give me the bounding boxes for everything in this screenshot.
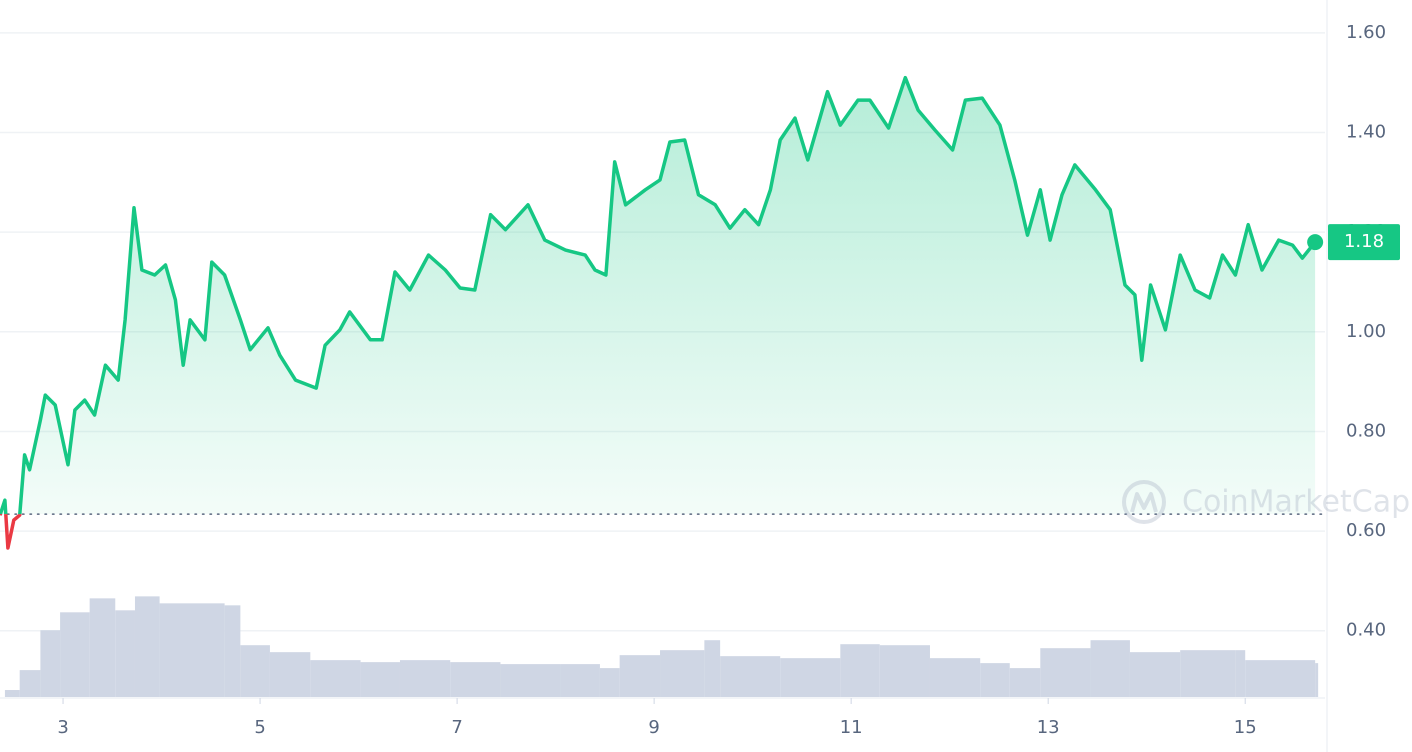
volume-bar [840, 644, 880, 697]
volume-bar [89, 598, 116, 697]
volume-bar [240, 645, 270, 697]
y-tick-label: 0.40 [1346, 620, 1386, 641]
y-tick-label: 0.80 [1346, 420, 1386, 441]
volume-bar [360, 662, 400, 697]
price-line [0, 75, 1317, 515]
volume-bar [1090, 640, 1130, 697]
volume-bar [879, 645, 930, 697]
x-tick-label: 15 [1234, 717, 1257, 738]
volume-bar [40, 630, 61, 697]
price-area [0, 77, 1316, 515]
volume-bar [159, 603, 200, 697]
volume-bar [660, 650, 705, 697]
volume-bar [1315, 663, 1319, 697]
volume-bar [4, 690, 20, 697]
y-tick-label: 1.60 [1346, 22, 1386, 43]
last-value-label: 1.18 [1344, 231, 1384, 252]
x-tick-label: 7 [451, 717, 462, 738]
x-tick-label: 3 [57, 717, 68, 738]
volume-bar [599, 668, 620, 697]
volume-bar [115, 610, 135, 697]
x-tick-label: 9 [648, 717, 659, 738]
volume-bar [399, 660, 451, 697]
volume-bar [1040, 648, 1091, 697]
volume-bar [704, 640, 721, 697]
last-value-box [1328, 224, 1400, 261]
y-tick-label: 1.40 [1346, 122, 1386, 143]
volume-bar [269, 652, 311, 697]
volume-bar [1235, 650, 1246, 697]
volume-bar [199, 603, 225, 697]
volume-bar [1009, 668, 1041, 697]
watermark-text: CoinMarketCap [1182, 485, 1410, 520]
volume-bar [1245, 660, 1316, 697]
volume-bar [560, 664, 600, 697]
volume-bar [619, 655, 661, 697]
volume-bar [134, 596, 160, 697]
volume-bar [980, 663, 1010, 697]
volume-bar [780, 658, 841, 697]
volume-bar [720, 656, 781, 697]
volume-bar [1180, 650, 1236, 697]
volume-bar [224, 605, 241, 697]
volume-bar [450, 662, 501, 697]
volume-bar [1129, 652, 1181, 697]
last-point [1307, 234, 1324, 251]
watermark: CoinMarketCap [1122, 480, 1410, 524]
volume-bar [310, 660, 361, 697]
x-tick-label: 13 [1037, 717, 1060, 738]
volume-bar [19, 670, 41, 697]
x-tick-label: 11 [840, 717, 863, 738]
volume-bar [929, 658, 981, 697]
volume-bar [500, 664, 561, 697]
y-tick-label: 1.00 [1346, 321, 1386, 342]
volume-bar [60, 612, 90, 697]
x-tick-label: 5 [254, 717, 265, 738]
y-tick-label: 0.60 [1346, 520, 1386, 541]
